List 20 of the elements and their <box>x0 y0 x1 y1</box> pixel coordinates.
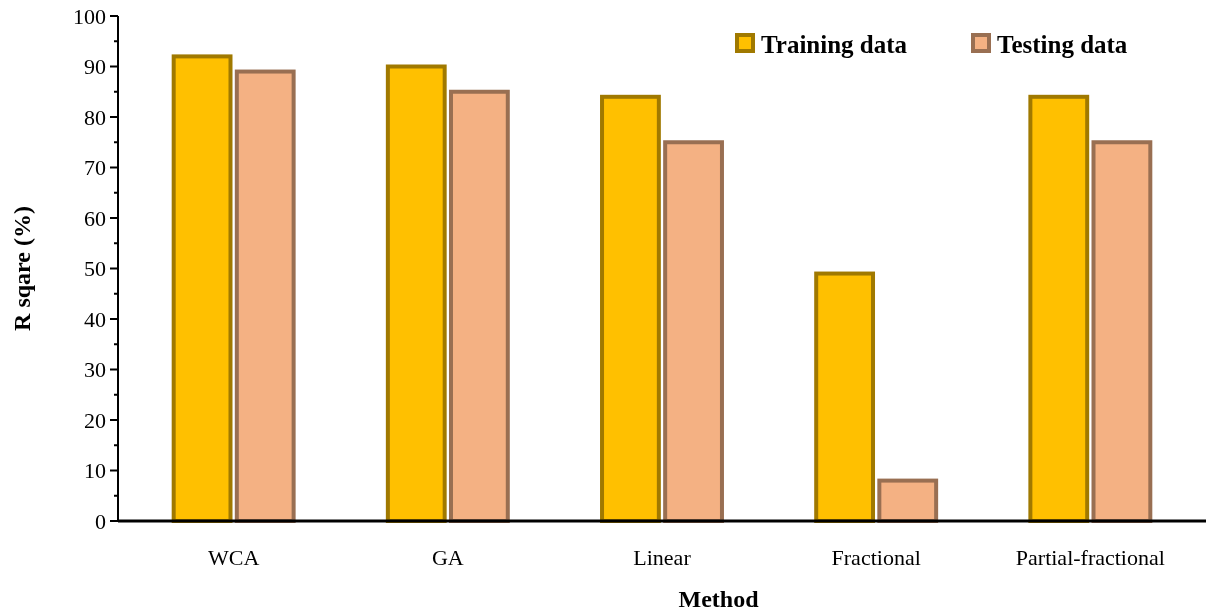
y-tick-label: 20 <box>84 407 106 433</box>
legend-label: Training data <box>761 30 908 58</box>
y-tick-label: 0 <box>95 508 106 534</box>
y-tick-label: 100 <box>73 3 106 29</box>
y-tick-label: 80 <box>84 104 106 130</box>
y-tick-label: 40 <box>84 306 106 332</box>
y-tick-label: 90 <box>84 54 106 80</box>
y-tick-label: 70 <box>84 155 106 181</box>
y-tick-label: 10 <box>84 458 106 484</box>
x-axis-title: Method <box>678 586 760 612</box>
y-tick-label: 50 <box>84 256 106 282</box>
y-tick-label: 30 <box>84 357 106 383</box>
y-tick-label: 60 <box>84 205 106 231</box>
x-tick-label: Linear <box>633 545 692 570</box>
legend-label: Testing data <box>997 30 1128 58</box>
y-axis-title: R sqare (%) <box>9 206 35 331</box>
x-tick-label: Partial-fractional <box>1015 545 1165 570</box>
x-tick-label: WCA <box>207 545 260 570</box>
x-tick-label: Fractional <box>831 545 921 570</box>
x-tick-label: GA <box>431 545 464 570</box>
